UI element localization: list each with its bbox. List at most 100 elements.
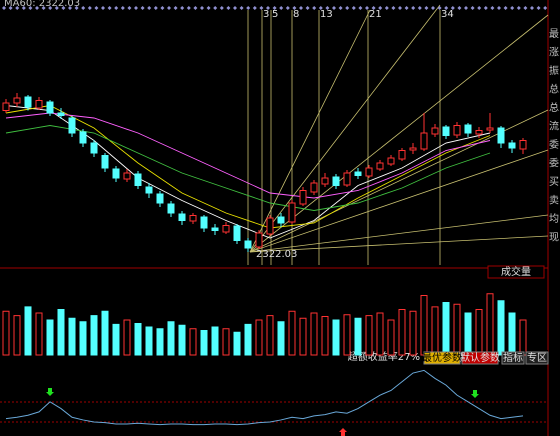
marker-diamond xyxy=(391,6,396,10)
candle-body xyxy=(431,127,439,135)
candle-body xyxy=(167,203,175,214)
candle-body xyxy=(189,215,197,222)
marker-diamond xyxy=(147,6,152,10)
marker-diamond xyxy=(101,6,105,10)
volume-bar xyxy=(343,314,351,356)
candle-body xyxy=(409,147,417,151)
candle-body xyxy=(475,130,483,135)
fib-label: 13 xyxy=(320,9,333,20)
marker-diamond xyxy=(8,6,13,10)
side-label: 流 xyxy=(549,120,559,133)
volume-bar xyxy=(310,312,318,356)
volume-bar xyxy=(277,321,285,356)
volume-bar xyxy=(354,317,362,356)
candle-body xyxy=(57,112,65,116)
marker-diamond xyxy=(15,6,20,10)
volume-tab[interactable] xyxy=(487,265,545,279)
marker-diamond xyxy=(200,6,204,10)
side-label: 委 xyxy=(549,138,559,151)
button-label: 专区 xyxy=(527,351,547,364)
marker-diamond xyxy=(35,6,39,10)
candle-body xyxy=(442,126,450,136)
candle-body xyxy=(398,150,406,160)
candle-body xyxy=(332,176,340,186)
candle-body xyxy=(288,202,296,223)
volume-bar xyxy=(79,321,87,356)
candle-body xyxy=(24,96,32,108)
side-label: 最 xyxy=(549,28,559,40)
fib-label: 21 xyxy=(369,9,382,20)
volume-bar xyxy=(167,321,175,356)
marker-diamond xyxy=(81,6,86,10)
volume-bar xyxy=(365,315,373,356)
marker-diamond xyxy=(437,6,442,10)
marker-diamond xyxy=(239,6,244,10)
volume-bar xyxy=(233,331,241,356)
volume-bar xyxy=(508,312,516,356)
marker-diamond xyxy=(180,6,185,10)
volume-bar xyxy=(178,324,186,356)
side-label: 买 xyxy=(549,176,559,188)
volume-bar xyxy=(24,306,32,356)
candle-body xyxy=(79,131,87,144)
candle-body xyxy=(112,168,120,179)
candle-body xyxy=(519,140,527,150)
marker-diamond xyxy=(167,6,171,10)
marker-diamond xyxy=(431,6,435,10)
marker-diamond xyxy=(259,6,264,10)
marker-diamond xyxy=(54,6,59,10)
marker-diamond xyxy=(332,6,336,10)
marker-diamond xyxy=(285,6,290,10)
volume-bar xyxy=(409,310,417,356)
toolbar-button[interactable] xyxy=(423,351,461,365)
side-label: 卖 xyxy=(549,195,559,207)
marker-diamond xyxy=(28,6,33,10)
marker-diamond xyxy=(384,6,389,10)
candle-body xyxy=(486,127,494,131)
marker-diamond xyxy=(193,6,198,10)
marker-diamond xyxy=(325,6,330,10)
volume-bar xyxy=(486,293,494,356)
marker-diamond xyxy=(21,6,26,10)
candle-body xyxy=(222,225,230,233)
toolbar-button[interactable] xyxy=(461,351,499,365)
toolbar-button[interactable] xyxy=(525,351,549,365)
candle-body xyxy=(365,167,373,177)
toolbar-button[interactable] xyxy=(501,351,525,365)
volume-bar xyxy=(420,295,428,356)
ma-line xyxy=(5,112,491,199)
marker-diamond xyxy=(312,6,317,10)
marker-diamond xyxy=(299,6,303,10)
candle-body xyxy=(46,101,54,114)
volume-bar xyxy=(519,319,527,356)
volume-bar xyxy=(68,317,76,356)
marker-diamond xyxy=(246,6,251,10)
marker-diamond xyxy=(134,6,138,10)
volume-bar xyxy=(321,316,329,356)
marker-diamond xyxy=(398,6,402,10)
signal-arrow xyxy=(471,390,479,398)
marker-diamond xyxy=(490,6,495,10)
marker-diamond xyxy=(74,6,79,10)
button-label: 指标 xyxy=(503,351,523,364)
marker-diamond xyxy=(305,6,310,10)
volume-bar xyxy=(222,328,230,356)
volume-bar xyxy=(464,312,472,356)
volume-bar xyxy=(200,330,208,356)
side-label: 振 xyxy=(549,64,559,77)
candle-body xyxy=(255,232,263,248)
volume-label: 成交量 xyxy=(501,265,531,278)
candle-body xyxy=(453,125,461,136)
candle-body xyxy=(68,117,76,134)
volume-bar xyxy=(134,323,142,356)
marker-diamond xyxy=(543,6,548,10)
marker-diamond xyxy=(206,6,211,10)
volume-bar xyxy=(211,326,219,356)
side-label: 涨 xyxy=(549,47,559,59)
candle-body xyxy=(101,155,109,169)
side-label: 总 xyxy=(549,83,559,96)
volume-bar xyxy=(387,319,395,356)
volume-bar xyxy=(90,315,98,356)
marker-diamond xyxy=(470,6,475,10)
